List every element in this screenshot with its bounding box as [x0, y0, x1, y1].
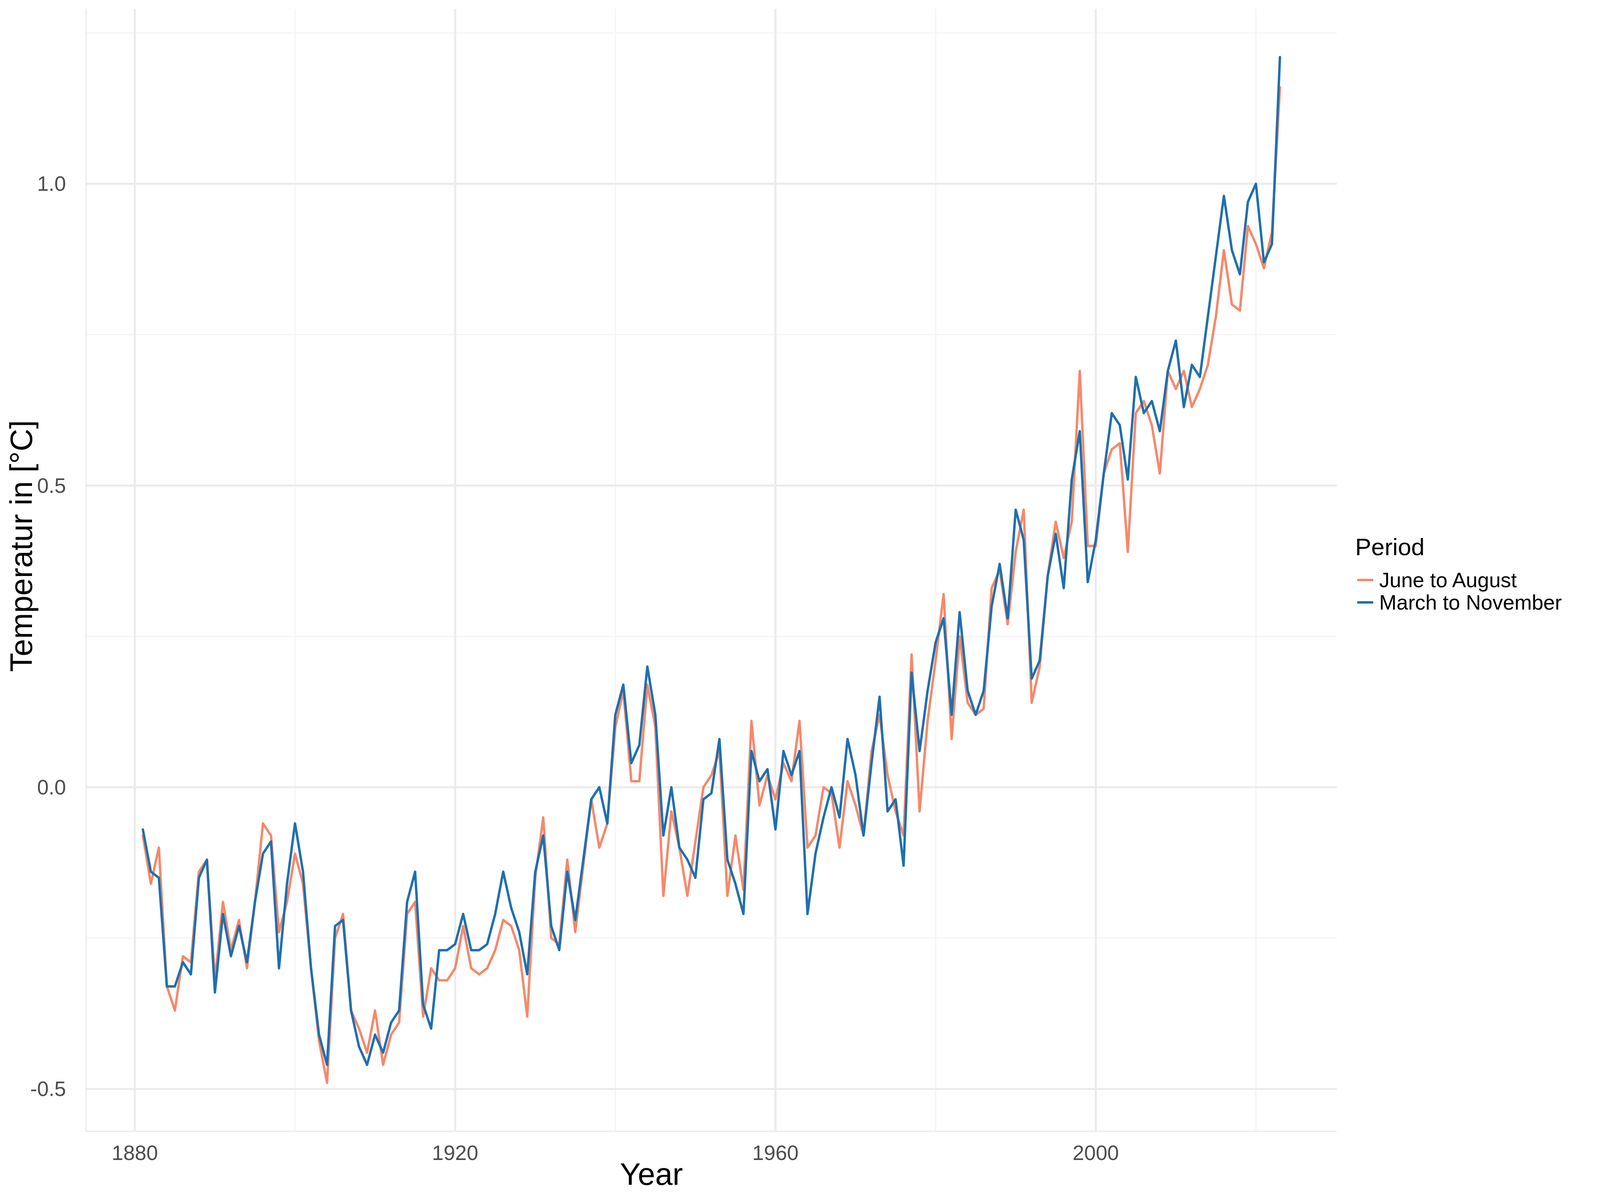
grid-line	[86, 182, 1337, 185]
tick-label: 0.0	[37, 775, 66, 799]
minor-grid-line	[294, 8, 296, 1132]
grid	[86, 8, 1337, 1132]
legend-key	[1357, 601, 1374, 604]
y-axis-line	[85, 8, 87, 1132]
grid-line	[774, 8, 777, 1132]
legend-label: March to November	[1379, 590, 1562, 614]
minor-grid-line	[1255, 8, 1257, 1132]
grid-line	[134, 8, 136, 1132]
x-axis-line	[86, 1130, 1337, 1132]
minor-grid-line	[935, 8, 937, 1132]
tick-label: 1880	[111, 1141, 158, 1165]
grid-line	[1094, 8, 1097, 1132]
tick-label: 1920	[432, 1141, 479, 1165]
minor-grid-line	[86, 937, 1337, 939]
grid-line	[86, 1088, 1337, 1090]
minor-grid-line	[614, 8, 616, 1132]
series-line	[142, 57, 1280, 1065]
tick-label: 1.0	[37, 172, 66, 196]
series-group	[142, 57, 1280, 1084]
tick-label: 1960	[752, 1141, 799, 1165]
tick-label: 2000	[1072, 1141, 1120, 1165]
y-axis-title: Temperatur in [°C]	[3, 420, 39, 672]
legend: Period June to AugustMarch to November	[1355, 533, 1562, 614]
legend-title: Period	[1355, 533, 1425, 561]
series-line	[142, 87, 1280, 1083]
minor-grid-line	[86, 32, 1337, 34]
chart: 1880 1920 1960 2000 -0.5 0.0 0.5 1.0 Year Tempera…	[0, 0, 1600, 1200]
minor-grid-line	[86, 334, 1337, 336]
tick-label: -0.5	[30, 1077, 66, 1101]
x-axis-title: Year	[620, 1156, 684, 1192]
legend-label: June to August	[1379, 568, 1518, 592]
legend-key	[1357, 578, 1374, 582]
tick-label: 0.5	[37, 474, 66, 498]
grid-line	[86, 484, 1337, 487]
minor-grid-line	[86, 635, 1337, 637]
